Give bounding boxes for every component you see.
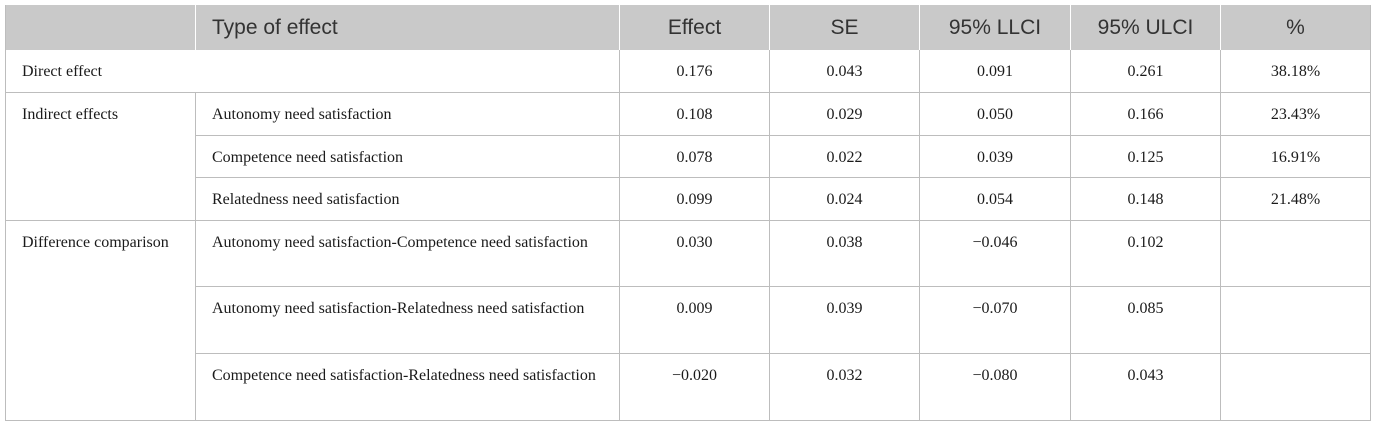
cell-percent: 21.48%: [1220, 177, 1371, 221]
cell-type: Autonomy need satisfaction: [195, 92, 620, 136]
cell-effect: 0.099: [619, 177, 770, 221]
cell-ulci: 0.043: [1070, 353, 1221, 421]
effects-table: Type of effect Effect SE 95% LLCI 95% UL…: [5, 5, 1371, 422]
cell-effect: −0.020: [619, 353, 770, 421]
cell-ulci: 0.102: [1070, 219, 1221, 288]
cell-llci: 0.054: [919, 177, 1071, 221]
header-percent: %: [1286, 15, 1305, 39]
table-row: Competence need satisfaction-Relatedness…: [6, 353, 1371, 421]
cell-se: 0.038: [769, 219, 920, 288]
cell-ulci: 0.166: [1070, 92, 1221, 136]
header-blank: [5, 5, 196, 50]
cell-percent: [1220, 219, 1371, 288]
cell-se: 0.032: [769, 353, 920, 421]
cell-ulci: 0.148: [1070, 177, 1221, 221]
cell-type: Competence need satisfaction: [195, 134, 620, 179]
cell-effect: 0.108: [619, 92, 770, 136]
header-type-of-effect: Type of effect: [195, 5, 620, 50]
cell-llci: 0.050: [919, 92, 1071, 136]
group-label-indirect-effects: Indirect effects: [5, 92, 196, 221]
cell-se: 0.022: [769, 134, 920, 179]
table-row: Competence need satisfaction 0.078 0.022…: [6, 134, 1371, 179]
cell-llci: 0.091: [919, 50, 1071, 94]
cell-ulci: 0.125: [1070, 134, 1221, 179]
cell-se: 0.039: [769, 286, 920, 355]
group-label-difference-comparison: Difference comparison: [5, 219, 196, 422]
header-ulci: 95% ULCI: [1070, 5, 1221, 50]
table-header: Type of effect Effect SE 95% LLCI 95% UL…: [5, 5, 1371, 50]
cell-percent: 16.91%: [1220, 134, 1371, 179]
row-label-direct-effect: Direct effect: [5, 50, 620, 94]
table-row: Relatedness need satisfaction 0.099 0.02…: [6, 177, 1371, 221]
header-effect: Effect: [619, 5, 770, 50]
cell-type: Autonomy need satisfaction-Competence ne…: [195, 219, 620, 288]
cell-type: Competence need satisfaction-Relatedness…: [195, 353, 620, 421]
cell-percent: 23.43%: [1220, 92, 1371, 136]
cell-percent: [1220, 286, 1371, 355]
cell-percent: 38.18%: [1220, 50, 1371, 94]
cell-effect: 0.009: [619, 286, 770, 355]
cell-effect: 0.078: [619, 134, 770, 179]
cell-type: Relatedness need satisfaction: [195, 177, 620, 221]
cell-se: 0.024: [769, 177, 920, 221]
cell-llci: 0.039: [919, 134, 1071, 179]
cell-ulci: 0.085: [1070, 286, 1221, 355]
cell-llci: −0.080: [919, 353, 1071, 421]
table-row: Autonomy need satisfaction-Relatedness n…: [6, 286, 1371, 355]
cell-effect: 0.030: [619, 219, 770, 288]
cell-se: 0.029: [769, 92, 920, 136]
cell-llci: −0.070: [919, 286, 1071, 355]
header-llci: 95% LLCI: [919, 5, 1071, 50]
cell-type: Autonomy need satisfaction-Relatedness n…: [195, 286, 620, 355]
cell-llci: −0.046: [919, 219, 1071, 288]
header-se: SE: [769, 5, 920, 50]
cell-ulci: 0.261: [1070, 50, 1221, 94]
cell-effect: 0.176: [619, 50, 770, 94]
table-row-direct-effect: Direct effect 0.176 0.043 0.091 0.261 38…: [5, 50, 1371, 94]
cell-se: 0.043: [769, 50, 920, 94]
table-row: Difference comparison Autonomy need sati…: [5, 219, 1371, 422]
table-row: Indirect effects Autonomy need satisfact…: [5, 92, 1371, 221]
cell-percent: [1220, 353, 1371, 421]
